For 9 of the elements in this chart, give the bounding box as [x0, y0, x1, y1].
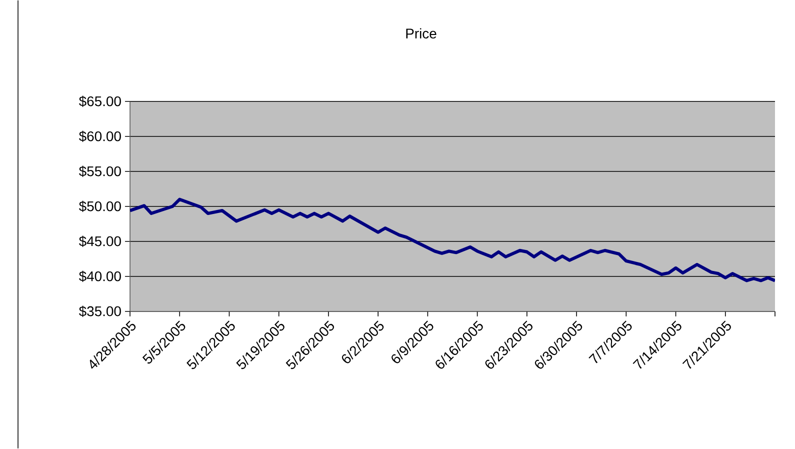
y-tick-label: $35.00	[78, 306, 121, 318]
y-tick-label: $55.00	[78, 166, 121, 178]
y-tick-label: $45.00	[78, 236, 121, 248]
y-tick-label: $60.00	[78, 130, 121, 142]
chart-title: Price	[406, 28, 436, 39]
y-tick-label: $65.00	[78, 96, 121, 108]
y-tick-label: $40.00	[78, 270, 121, 282]
y-tick-label: $50.00	[78, 200, 121, 212]
line-series	[130, 198, 775, 282]
